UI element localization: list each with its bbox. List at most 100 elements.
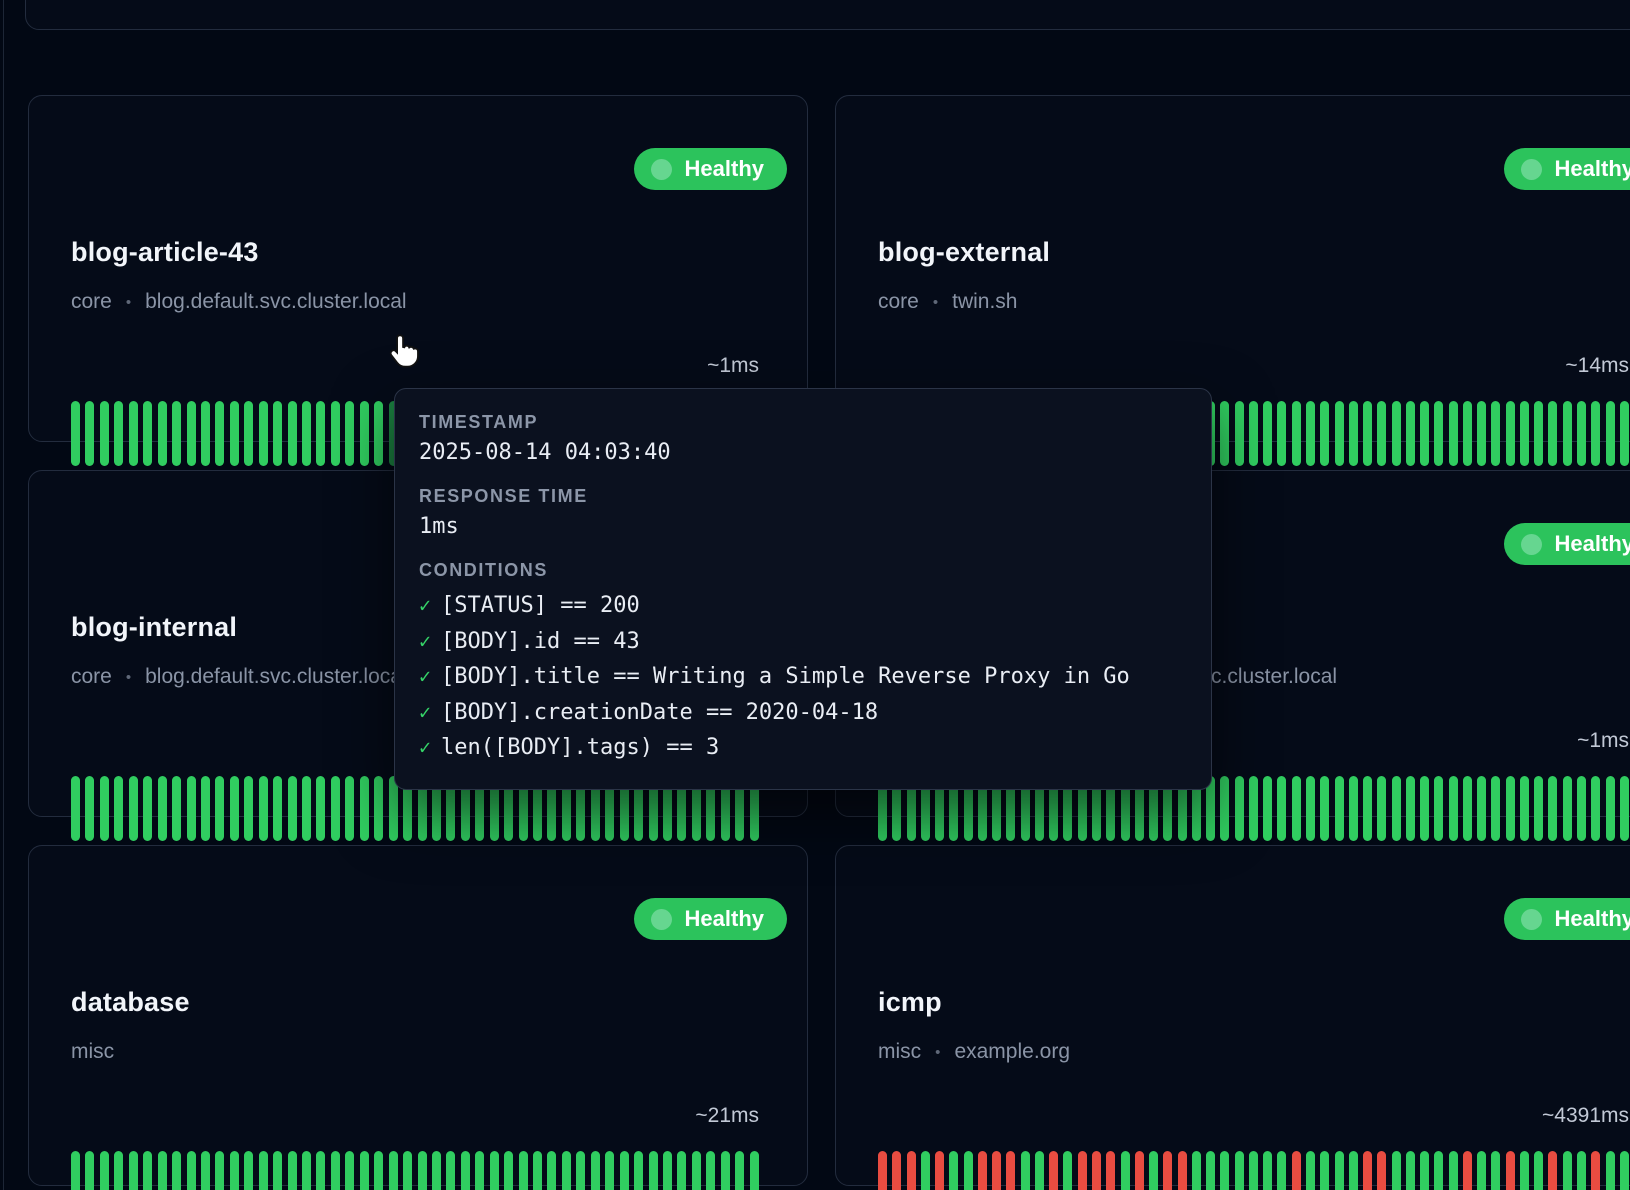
uptime-bar[interactable]	[158, 776, 167, 841]
uptime-bar[interactable]	[71, 776, 80, 841]
uptime-bar[interactable]	[158, 401, 167, 466]
uptime-bar[interactable]	[1520, 401, 1529, 466]
uptime-bar[interactable]	[1591, 1151, 1600, 1190]
uptime-bar[interactable]	[663, 1151, 672, 1190]
uptime-bar[interactable]	[1449, 1151, 1458, 1190]
uptime-bar[interactable]	[129, 1151, 138, 1190]
uptime-bar[interactable]	[1534, 401, 1543, 466]
uptime-bar[interactable]	[215, 1151, 224, 1190]
uptime-bar[interactable]	[1449, 401, 1458, 466]
uptime-bar[interactable]	[1606, 776, 1615, 841]
uptime-bar[interactable]	[576, 1151, 585, 1190]
uptime-bar[interactable]	[1548, 1151, 1557, 1190]
uptime-bar[interactable]	[1121, 1151, 1130, 1190]
uptime-bar[interactable]	[1249, 776, 1258, 841]
uptime-bar[interactable]	[1477, 776, 1486, 841]
uptime-bar[interactable]	[71, 1151, 80, 1190]
uptime-bar[interactable]	[1420, 1151, 1429, 1190]
uptime-bar[interactable]	[1277, 401, 1286, 466]
uptime-bar[interactable]	[721, 1151, 730, 1190]
uptime-bar[interactable]	[345, 776, 354, 841]
uptime-bar[interactable]	[1548, 401, 1557, 466]
uptime-bar[interactable]	[461, 1151, 470, 1190]
uptime-bar[interactable]	[1363, 401, 1372, 466]
uptime-bar[interactable]	[1506, 776, 1515, 841]
uptime-bar[interactable]	[1406, 401, 1415, 466]
uptime-bar[interactable]	[1491, 776, 1500, 841]
uptime-bar[interactable]	[1035, 1151, 1044, 1190]
uptime-bar[interactable]	[1277, 1151, 1286, 1190]
uptime-bar[interactable]	[215, 776, 224, 841]
uptime-bar[interactable]	[1563, 401, 1572, 466]
uptime-bar[interactable]	[1506, 1151, 1515, 1190]
uptime-bar[interactable]	[114, 401, 123, 466]
uptime-bar[interactable]	[129, 401, 138, 466]
uptime-bar[interactable]	[878, 1151, 887, 1190]
uptime-bar[interactable]	[964, 1151, 973, 1190]
uptime-bar[interactable]	[259, 401, 268, 466]
uptime-bar[interactable]	[374, 1151, 383, 1190]
monitor-card-icmp[interactable]: icmp Healthy misc • example.org ~4391ms …	[835, 845, 1630, 1186]
uptime-bar[interactable]	[331, 1151, 340, 1190]
uptime-bar[interactable]	[1292, 1151, 1301, 1190]
uptime-bar[interactable]	[949, 1151, 958, 1190]
uptime-bar[interactable]	[1335, 401, 1344, 466]
uptime-bar[interactable]	[1534, 776, 1543, 841]
uptime-bar[interactable]	[1463, 401, 1472, 466]
uptime-bar[interactable]	[85, 776, 94, 841]
uptime-bar[interactable]	[85, 401, 94, 466]
uptime-bar[interactable]	[1506, 401, 1515, 466]
uptime-bar[interactable]	[921, 1151, 930, 1190]
uptime-bar[interactable]	[1477, 401, 1486, 466]
uptime-bar[interactable]	[288, 401, 297, 466]
uptime-bar[interactable]	[1092, 1151, 1101, 1190]
uptime-bar[interactable]	[1335, 1151, 1344, 1190]
uptime-bar[interactable]	[302, 776, 311, 841]
uptime-bar[interactable]	[1620, 776, 1629, 841]
uptime-bar[interactable]	[1420, 776, 1429, 841]
uptime-bar[interactable]	[230, 1151, 239, 1190]
uptime-bar[interactable]	[187, 1151, 196, 1190]
uptime-bar[interactable]	[978, 1151, 987, 1190]
uptime-bar[interactable]	[273, 401, 282, 466]
uptime-bar[interactable]	[230, 776, 239, 841]
uptime-bar[interactable]	[331, 401, 340, 466]
uptime-bar[interactable]	[1349, 776, 1358, 841]
uptime-bar[interactable]	[1520, 1151, 1529, 1190]
uptime-bar[interactable]	[907, 1151, 916, 1190]
uptime-bar[interactable]	[1249, 401, 1258, 466]
uptime-bar[interactable]	[677, 1151, 686, 1190]
uptime-bar[interactable]	[374, 401, 383, 466]
uptime-bar[interactable]	[1178, 1151, 1187, 1190]
uptime-bar[interactable]	[1220, 776, 1229, 841]
uptime-bar[interactable]	[1548, 776, 1557, 841]
uptime-bar[interactable]	[273, 1151, 282, 1190]
uptime-bar[interactable]	[244, 401, 253, 466]
uptime-bar[interactable]	[1377, 401, 1386, 466]
uptime-bar[interactable]	[1463, 776, 1472, 841]
uptime-bar[interactable]	[692, 1151, 701, 1190]
uptime-bar[interactable]	[735, 1151, 744, 1190]
uptime-bar[interactable]	[475, 1151, 484, 1190]
uptime-bar[interactable]	[100, 401, 109, 466]
uptime-bar[interactable]	[1263, 776, 1272, 841]
uptime-bar[interactable]	[288, 1151, 297, 1190]
uptime-bar[interactable]	[1563, 776, 1572, 841]
uptime-bar[interactable]	[1349, 401, 1358, 466]
uptime-bar[interactable]	[432, 1151, 441, 1190]
uptime-bar[interactable]	[1106, 1151, 1115, 1190]
uptime-bar[interactable]	[1249, 1151, 1258, 1190]
uptime-bar[interactable]	[1606, 401, 1615, 466]
uptime-bar[interactable]	[158, 1151, 167, 1190]
uptime-bar[interactable]	[201, 401, 210, 466]
uptime-bar[interactable]	[143, 401, 152, 466]
uptime-bar[interactable]	[1463, 1151, 1472, 1190]
uptime-bar[interactable]	[1420, 401, 1429, 466]
uptime-bar[interactable]	[273, 776, 282, 841]
uptime-bar[interactable]	[649, 1151, 658, 1190]
uptime-bar[interactable]	[1163, 1151, 1172, 1190]
uptime-bar[interactable]	[1392, 401, 1401, 466]
uptime-bar[interactable]	[1135, 1151, 1144, 1190]
uptime-bar[interactable]	[1434, 776, 1443, 841]
uptime-bar[interactable]	[1263, 401, 1272, 466]
